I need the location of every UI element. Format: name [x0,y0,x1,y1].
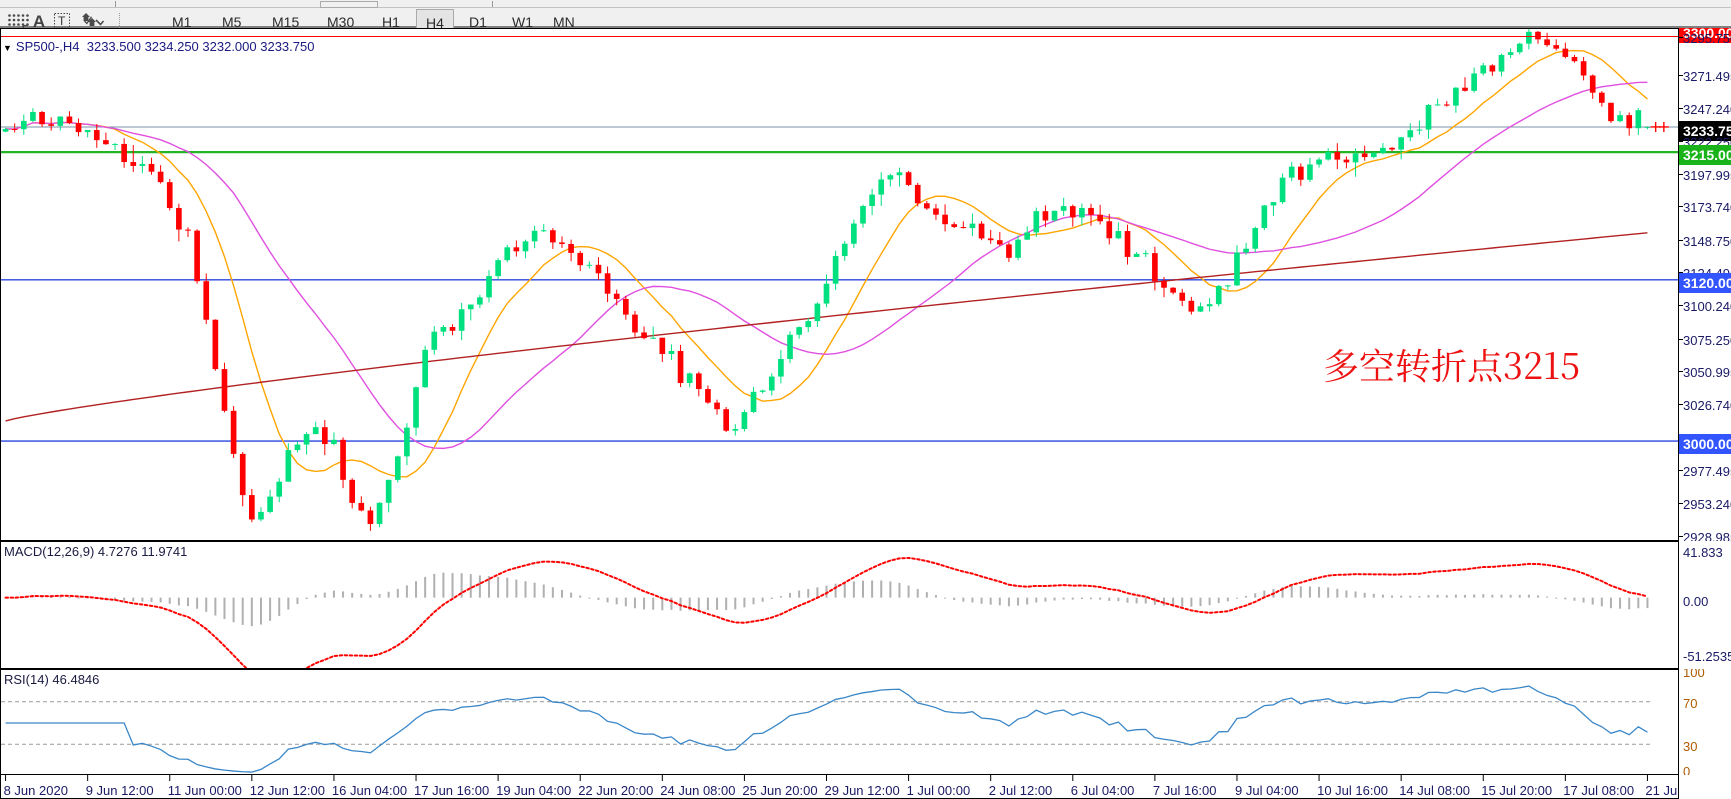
svg-text:T: T [58,14,66,28]
